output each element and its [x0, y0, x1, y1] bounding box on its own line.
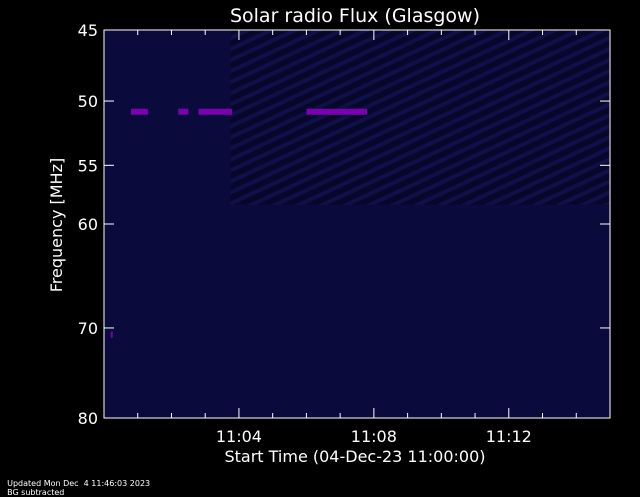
footer: Updated Mon Dec 4 11:46:03 2023 BG subtr…	[2, 470, 162, 497]
bursts-layer	[110, 108, 368, 338]
updated-timestamp: Updated Mon Dec 4 11:46:03 2023	[7, 479, 151, 488]
y-axis: 45 50 55 60 70 80	[78, 21, 610, 428]
noise-texture	[230, 30, 610, 205]
y-tick-label: 70	[78, 319, 98, 338]
x-axis-label: Start Time (04-Dec-23 11:00:00)	[224, 447, 485, 466]
x-tick-label: 11:04	[216, 427, 262, 446]
x-tick-label: 11:12	[486, 427, 532, 446]
x-tick-label: 11:08	[351, 427, 397, 446]
y-tick-label: 55	[78, 156, 98, 175]
burst-mark	[178, 108, 189, 115]
burst-mark	[198, 108, 233, 115]
chart-title: Solar radio Flux (Glasgow)	[230, 5, 480, 27]
y-tick-label: 80	[78, 409, 98, 428]
plot-background	[104, 30, 610, 418]
y-tick-label: 60	[78, 215, 98, 234]
y-tick-label: 50	[78, 92, 98, 111]
y-axis-label: Frequency [MHz]	[47, 158, 66, 292]
burst-mark	[110, 331, 113, 338]
spectrogram-chart: 45 50 55 60 70 80 11:04 11:08 11:12 Solar radio…	[47, 5, 611, 466]
burst-mark	[306, 108, 368, 115]
burst-mark	[130, 108, 148, 115]
y-tick-label: 45	[78, 21, 98, 40]
processing-note: BG subtracted	[7, 488, 65, 497]
x-axis: 11:04 11:08 11:12	[137, 30, 577, 446]
